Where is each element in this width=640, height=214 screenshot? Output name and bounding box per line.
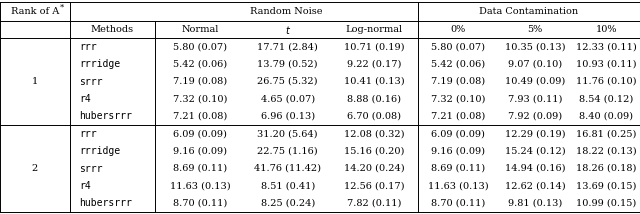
Text: 5.42 (0.06): 5.42 (0.06) [173, 60, 227, 69]
Text: 7.82 (0.11): 7.82 (0.11) [347, 199, 401, 208]
Text: 2: 2 [32, 164, 38, 173]
Text: 11.76 (0.10): 11.76 (0.10) [576, 77, 636, 86]
Text: 12.33 (0.11): 12.33 (0.11) [576, 42, 636, 51]
Text: 10.99 (0.15): 10.99 (0.15) [576, 199, 636, 208]
Text: 10.93 (0.11): 10.93 (0.11) [576, 60, 636, 69]
Text: 12.29 (0.19): 12.29 (0.19) [505, 129, 565, 138]
Text: 7.92 (0.09): 7.92 (0.09) [508, 112, 562, 121]
Text: 16.81 (0.25): 16.81 (0.25) [576, 129, 636, 138]
Text: Rank of A: Rank of A [11, 7, 59, 16]
Text: 18.22 (0.13): 18.22 (0.13) [576, 147, 636, 156]
Text: 31.20 (5.64): 31.20 (5.64) [257, 129, 318, 138]
Text: 8.69 (0.11): 8.69 (0.11) [173, 164, 227, 173]
Text: 13.79 (0.52): 13.79 (0.52) [257, 60, 318, 69]
Text: $t$: $t$ [285, 24, 291, 36]
Text: 10.35 (0.13): 10.35 (0.13) [505, 42, 565, 51]
Text: 5.80 (0.07): 5.80 (0.07) [173, 42, 227, 51]
Text: 7.21 (0.08): 7.21 (0.08) [173, 112, 227, 121]
Text: 7.32 (0.10): 7.32 (0.10) [173, 94, 227, 103]
Text: 12.62 (0.14): 12.62 (0.14) [505, 181, 565, 190]
Text: 8.88 (0.16): 8.88 (0.16) [347, 94, 401, 103]
Text: *: * [60, 4, 64, 12]
Text: 13.69 (0.15): 13.69 (0.15) [576, 181, 636, 190]
Text: 10.41 (0.13): 10.41 (0.13) [344, 77, 404, 86]
Text: rrridge: rrridge [79, 146, 120, 156]
Text: 12.56 (0.17): 12.56 (0.17) [344, 181, 404, 190]
Text: Normal: Normal [181, 25, 219, 34]
Text: 8.40 (0.09): 8.40 (0.09) [579, 112, 633, 121]
Text: 4.65 (0.07): 4.65 (0.07) [260, 94, 315, 103]
Text: 6.70 (0.08): 6.70 (0.08) [347, 112, 401, 121]
Text: 15.24 (0.12): 15.24 (0.12) [505, 147, 565, 156]
Text: 6.09 (0.09): 6.09 (0.09) [173, 129, 227, 138]
Text: Methods: Methods [91, 25, 134, 34]
Text: 8.69 (0.11): 8.69 (0.11) [431, 164, 485, 173]
Text: 8.25 (0.24): 8.25 (0.24) [260, 199, 315, 208]
Text: hubersrrr: hubersrrr [79, 198, 132, 208]
Text: 17.71 (2.84): 17.71 (2.84) [257, 42, 318, 51]
Text: 10.71 (0.19): 10.71 (0.19) [344, 42, 404, 51]
Text: 11.63 (0.13): 11.63 (0.13) [428, 181, 488, 190]
Text: 12.08 (0.32): 12.08 (0.32) [344, 129, 404, 138]
Text: 22.75 (1.16): 22.75 (1.16) [257, 147, 318, 156]
Text: 11.63 (0.13): 11.63 (0.13) [170, 181, 230, 190]
Text: 9.16 (0.09): 9.16 (0.09) [431, 147, 485, 156]
Text: 5.42 (0.06): 5.42 (0.06) [431, 60, 485, 69]
Text: 7.21 (0.08): 7.21 (0.08) [431, 112, 485, 121]
Text: 7.19 (0.08): 7.19 (0.08) [431, 77, 485, 86]
Text: 10%: 10% [595, 25, 617, 34]
Text: srrr: srrr [79, 76, 103, 86]
Text: 7.93 (0.11): 7.93 (0.11) [508, 94, 562, 103]
Text: srrr: srrr [79, 163, 103, 174]
Text: 8.70 (0.11): 8.70 (0.11) [431, 199, 485, 208]
Text: 5%: 5% [527, 25, 543, 34]
Text: 14.20 (0.24): 14.20 (0.24) [344, 164, 404, 173]
Text: 10.49 (0.09): 10.49 (0.09) [505, 77, 565, 86]
Text: r4: r4 [79, 94, 91, 104]
Text: 6.09 (0.09): 6.09 (0.09) [431, 129, 485, 138]
Text: Random Noise: Random Noise [250, 7, 323, 16]
Text: 9.22 (0.17): 9.22 (0.17) [347, 60, 401, 69]
Text: 1: 1 [32, 77, 38, 86]
Text: 5.80 (0.07): 5.80 (0.07) [431, 42, 485, 51]
Text: 9.07 (0.10): 9.07 (0.10) [508, 60, 562, 69]
Text: 8.70 (0.11): 8.70 (0.11) [173, 199, 227, 208]
Text: Data Contamination: Data Contamination [479, 7, 579, 16]
Text: 8.51 (0.41): 8.51 (0.41) [260, 181, 315, 190]
Text: rrridge: rrridge [79, 59, 120, 69]
Text: Log-normal: Log-normal [346, 25, 403, 34]
Text: 41.76 (11.42): 41.76 (11.42) [254, 164, 321, 173]
Text: 0%: 0% [451, 25, 465, 34]
Text: 9.16 (0.09): 9.16 (0.09) [173, 147, 227, 156]
Text: 8.54 (0.12): 8.54 (0.12) [579, 94, 633, 103]
Text: 14.94 (0.16): 14.94 (0.16) [505, 164, 565, 173]
Text: 18.26 (0.18): 18.26 (0.18) [576, 164, 636, 173]
Text: 26.75 (5.32): 26.75 (5.32) [257, 77, 318, 86]
Text: rrr: rrr [79, 129, 97, 139]
Text: hubersrrr: hubersrrr [79, 111, 132, 121]
Text: 15.16 (0.20): 15.16 (0.20) [344, 147, 404, 156]
Text: 6.96 (0.13): 6.96 (0.13) [260, 112, 315, 121]
Text: 7.32 (0.10): 7.32 (0.10) [431, 94, 485, 103]
Text: r4: r4 [79, 181, 91, 191]
Text: rrr: rrr [79, 42, 97, 52]
Text: 9.81 (0.13): 9.81 (0.13) [508, 199, 562, 208]
Text: 7.19 (0.08): 7.19 (0.08) [173, 77, 227, 86]
